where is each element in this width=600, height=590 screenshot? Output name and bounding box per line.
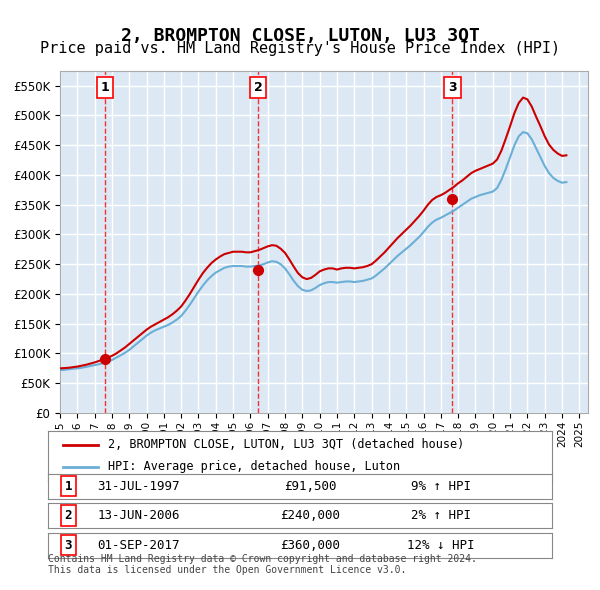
Text: 2% ↑ HPI: 2% ↑ HPI bbox=[411, 509, 471, 522]
Text: 2: 2 bbox=[254, 81, 263, 94]
Text: 2: 2 bbox=[64, 509, 72, 522]
Text: £240,000: £240,000 bbox=[280, 509, 340, 522]
Text: 3: 3 bbox=[64, 539, 72, 552]
Text: 1: 1 bbox=[100, 81, 109, 94]
Text: £360,000: £360,000 bbox=[280, 539, 340, 552]
Text: 13-JUN-2006: 13-JUN-2006 bbox=[97, 509, 180, 522]
Text: 2, BROMPTON CLOSE, LUTON, LU3 3QT (detached house): 2, BROMPTON CLOSE, LUTON, LU3 3QT (detac… bbox=[109, 438, 465, 451]
Text: 3: 3 bbox=[448, 81, 457, 94]
Text: 2, BROMPTON CLOSE, LUTON, LU3 3QT: 2, BROMPTON CLOSE, LUTON, LU3 3QT bbox=[121, 27, 479, 45]
Text: £91,500: £91,500 bbox=[284, 480, 337, 493]
Text: 01-SEP-2017: 01-SEP-2017 bbox=[97, 539, 180, 552]
Text: 9% ↑ HPI: 9% ↑ HPI bbox=[411, 480, 471, 493]
Text: Contains HM Land Registry data © Crown copyright and database right 2024.
This d: Contains HM Land Registry data © Crown c… bbox=[48, 553, 477, 575]
Text: HPI: Average price, detached house, Luton: HPI: Average price, detached house, Luto… bbox=[109, 460, 401, 473]
Text: 31-JUL-1997: 31-JUL-1997 bbox=[97, 480, 180, 493]
Text: Price paid vs. HM Land Registry's House Price Index (HPI): Price paid vs. HM Land Registry's House … bbox=[40, 41, 560, 56]
Text: 1: 1 bbox=[64, 480, 72, 493]
Text: 12% ↓ HPI: 12% ↓ HPI bbox=[407, 539, 475, 552]
